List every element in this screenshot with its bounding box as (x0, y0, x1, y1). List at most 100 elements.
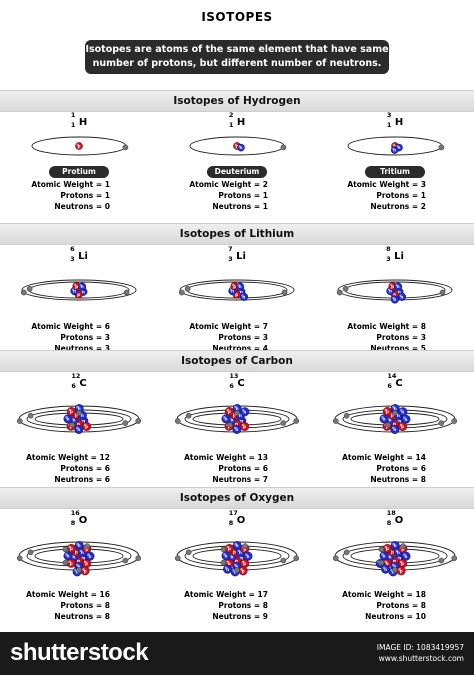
electron (280, 144, 287, 151)
neutron: n (232, 424, 242, 434)
proton: p (75, 142, 83, 150)
electron (438, 557, 445, 564)
svg-text:p: p (70, 409, 73, 414)
svg-text:n: n (394, 406, 397, 411)
isotope-name-pill: Tritium (365, 166, 425, 178)
element-symbol: H (78, 116, 88, 128)
site-url[interactable]: www.shutterstock.com (378, 654, 464, 663)
atomic-number: 1 (228, 121, 234, 129)
electron (242, 543, 248, 549)
svg-text:n: n (397, 284, 400, 289)
svg-text:p: p (394, 288, 397, 293)
element-symbol: Li (394, 250, 404, 262)
electron (293, 418, 300, 424)
electron (178, 289, 185, 296)
isotope-card: 14 6Cpnpnpnpnpnpnnn Atomic Weight = 14 Prot… (316, 372, 474, 487)
svg-text:n: n (404, 417, 407, 422)
neutrons-line: Neutrons = 0 (54, 202, 110, 211)
svg-text:p: p (85, 561, 88, 566)
proton: p (66, 407, 76, 417)
protons-line: Protons = 1 (218, 191, 268, 200)
svg-text:p: p (233, 549, 236, 554)
element-symbol: C (395, 377, 403, 389)
isotope-info: Atomic Weight = 2 Protons = 1 Neutrons = 1 (168, 179, 268, 212)
image-id-block: IMAGE ID: 1083419957 www.shutterstock.co… (377, 642, 464, 664)
isotope-symbol: 13 6 C (158, 372, 316, 391)
neutron: n (379, 414, 389, 424)
section-header: Isotopes of Lithium (0, 223, 474, 245)
atomic-number: 8 (228, 519, 234, 527)
electron (438, 420, 445, 426)
svg-text:p: p (386, 546, 389, 551)
svg-text:p: p (84, 568, 87, 573)
svg-text:p: p (75, 549, 78, 554)
atomic-weight-line: Atomic Weight = 18 (342, 590, 426, 599)
svg-text:p: p (70, 561, 73, 566)
isotope-symbol: 17 8 O (158, 509, 316, 528)
electron (280, 557, 287, 564)
svg-text:n: n (239, 413, 242, 418)
protons-line: Protons = 3 (376, 333, 426, 342)
electron-orbit (21, 279, 137, 301)
neutron: n (232, 404, 242, 414)
svg-text:n: n (235, 564, 238, 569)
isotope-card: 13 6Cpnpnpnpnpnpnn Atomic Weight = 13 Proto… (158, 372, 316, 487)
svg-text:n: n (242, 294, 245, 299)
atom-diagram: pnpnpnpnpnpnpnpnn (174, 541, 300, 577)
electron (281, 289, 288, 296)
brand-logo[interactable]: shutterstock (10, 639, 149, 666)
electron (62, 546, 69, 553)
neutron: n (393, 282, 403, 291)
electron (76, 410, 82, 416)
neutrons-line: Neutrons = 2 (370, 202, 426, 211)
svg-text:p: p (85, 424, 88, 429)
svg-text:n: n (230, 555, 233, 560)
neutron: n (390, 541, 400, 551)
svg-text:p: p (77, 292, 80, 297)
electron (234, 567, 240, 573)
svg-text:n: n (239, 284, 242, 289)
element-symbol: Li (236, 250, 246, 262)
isotope-symbol: 12 6 C (0, 372, 158, 391)
isotope-info: Atomic Weight = 3 Protons = 1 Neutrons = 2 (326, 179, 426, 212)
neutron: n (381, 564, 391, 574)
neutron: n (240, 407, 250, 417)
svg-text:n: n (73, 289, 76, 294)
svg-text:n: n (246, 554, 249, 559)
svg-text:p: p (393, 292, 396, 297)
electron (84, 543, 90, 549)
electron (135, 418, 142, 424)
atomic-weight-line: Atomic Weight = 3 (347, 180, 426, 189)
electron (342, 285, 349, 292)
neutrons-line: Neutrons = 8 (54, 612, 110, 621)
isotope-info: Atomic Weight = 8 Protons = 3 Neutrons = 5 (326, 321, 426, 354)
proton: p (396, 566, 406, 576)
isotope-info: Atomic Weight = 7 Protons = 3 Neutrons = 4 (168, 321, 268, 354)
image-id-text: IMAGE ID: 1083419957 (376, 643, 464, 652)
atomic-weight-line: Atomic Weight = 6 (31, 322, 110, 331)
atomic-number: 6 (229, 382, 234, 390)
svg-text:n: n (77, 564, 80, 569)
neutron: n (390, 404, 400, 414)
protons-line: Protons = 6 (376, 464, 426, 473)
svg-text:p: p (243, 424, 246, 429)
svg-text:p: p (386, 409, 389, 414)
protons-line: Protons = 3 (60, 333, 110, 342)
electron (439, 289, 446, 296)
svg-text:n: n (236, 406, 239, 411)
svg-text:n: n (67, 416, 70, 421)
element-symbol: Li (78, 250, 88, 262)
electron (378, 546, 385, 553)
electron (280, 420, 287, 426)
atomic-weight-line: Atomic Weight = 2 (189, 180, 268, 189)
proton: p (382, 544, 392, 554)
svg-text:p: p (70, 546, 73, 551)
mass-number: 13 (229, 372, 239, 380)
electron (332, 555, 339, 562)
